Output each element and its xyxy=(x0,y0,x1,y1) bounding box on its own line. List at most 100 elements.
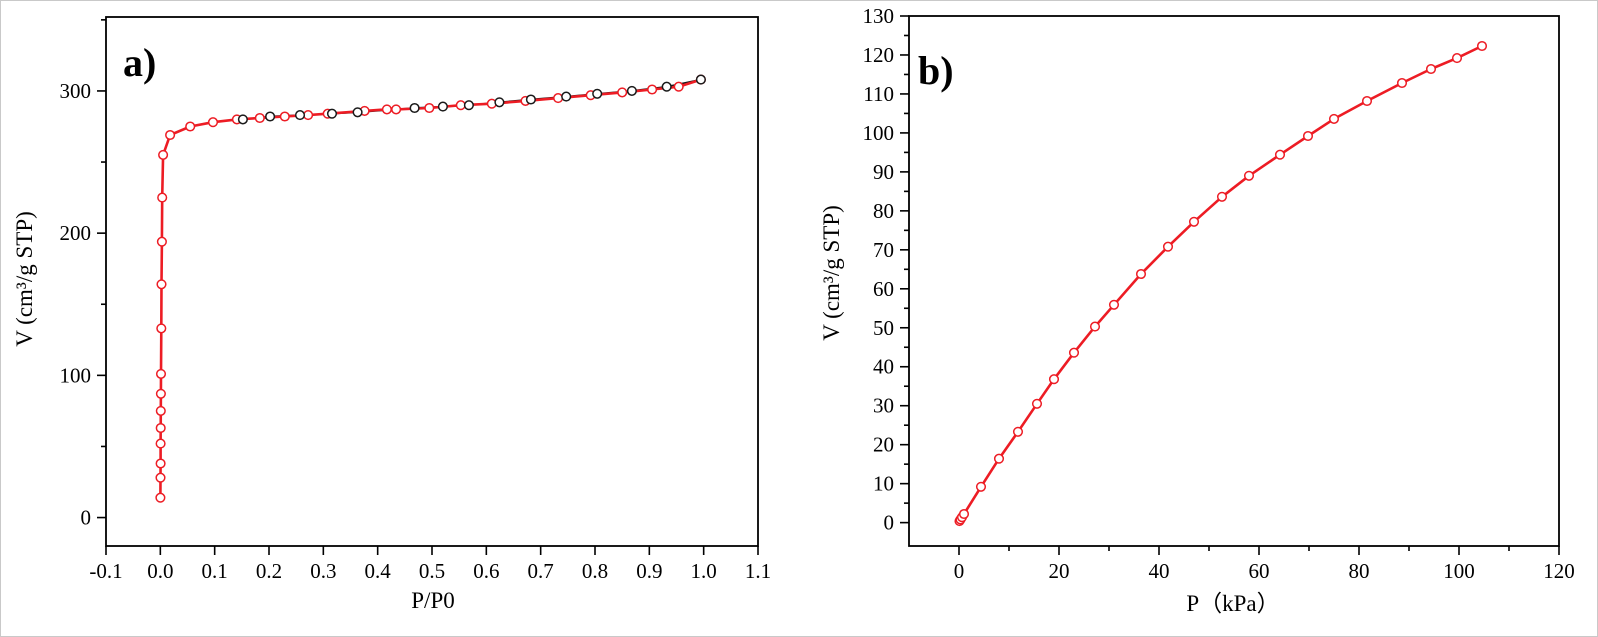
open-circle-marker xyxy=(1396,77,1408,89)
x-tick-label: 0.9 xyxy=(636,559,662,583)
open-circle-marker xyxy=(1243,170,1255,181)
open-circle-marker xyxy=(1302,130,1314,142)
open-circle-marker xyxy=(975,481,987,492)
open-circle-marker xyxy=(1089,321,1101,332)
x-tick-label: 1.1 xyxy=(745,559,771,583)
open-circle-marker xyxy=(437,101,448,112)
y-tick-label: 30 xyxy=(873,394,894,418)
plot-frame xyxy=(908,15,1560,547)
y-tick-label: 100 xyxy=(863,121,895,145)
uptake-line xyxy=(958,44,1484,523)
y-tick-label: 80 xyxy=(873,199,894,223)
y-tick-label: 120 xyxy=(863,43,895,67)
x-tick-label: 0.6 xyxy=(473,559,499,583)
open-circle-marker xyxy=(1012,426,1024,437)
open-circle-marker xyxy=(424,102,435,114)
x-tick-label: 0 xyxy=(954,559,965,583)
desorption-markers xyxy=(237,74,706,125)
open-circle-marker xyxy=(156,323,167,334)
axis-ticks xyxy=(97,19,759,555)
x-tick-label: -0.1 xyxy=(89,559,122,583)
open-circle-marker xyxy=(561,91,572,102)
open-circle-marker xyxy=(626,85,637,96)
x-tick-label: 100 xyxy=(1443,559,1475,583)
chart-b-x-axis-title: P（kPa） xyxy=(1186,591,1280,616)
y-tick-label: 100 xyxy=(60,363,92,387)
y-tick-label: 300 xyxy=(60,79,92,103)
plot-frame xyxy=(105,16,759,547)
open-circle-marker xyxy=(1274,149,1286,160)
x-tick-label: 0.3 xyxy=(310,559,336,583)
open-circle-marker xyxy=(661,81,672,92)
x-tick-label: 120 xyxy=(1543,559,1575,583)
y-tick-label: 70 xyxy=(873,238,894,262)
tick-labels: -0.1 0.0 0.1 0.2 0.3 0.4 0.5 0.6 0.7 0.8 0.9 1.0 1.1… xyxy=(60,79,772,583)
panel-b-label: b) xyxy=(918,48,954,93)
open-circle-marker xyxy=(1108,299,1120,310)
open-circle-marker xyxy=(1068,347,1080,358)
open-circle-marker xyxy=(1361,95,1373,107)
adsorption-line xyxy=(159,78,703,500)
x-tick-label: 80 xyxy=(1349,559,1370,583)
open-circle-marker xyxy=(1451,53,1463,64)
tick-labels: 0 20 40 60 80 100 120 0 10 20 30 40 50 60 70 80 90 100 110… xyxy=(863,4,1575,583)
open-circle-marker xyxy=(993,453,1005,464)
open-circle-marker xyxy=(155,388,166,399)
open-circle-marker xyxy=(1425,63,1437,75)
x-tick-label: 0.2 xyxy=(256,559,282,583)
open-circle-marker xyxy=(155,472,166,483)
open-circle-marker xyxy=(695,74,706,85)
axis-ticks xyxy=(900,15,1560,555)
chart-a-y-axis-title: V (cm³/g STP) xyxy=(12,211,37,347)
open-circle-marker xyxy=(294,110,306,121)
open-circle-marker xyxy=(158,149,169,160)
open-circle-marker xyxy=(279,111,290,122)
chart-b-y-axis-title: V (cm³/g STP) xyxy=(819,205,844,341)
x-tick-label: 0.4 xyxy=(365,559,392,583)
open-circle-marker xyxy=(165,129,176,141)
open-circle-marker xyxy=(1135,268,1147,280)
open-circle-marker xyxy=(155,405,166,416)
open-circle-marker xyxy=(1048,374,1060,385)
open-circle-marker xyxy=(156,236,167,247)
open-circle-marker xyxy=(207,117,219,128)
open-circle-marker xyxy=(265,111,276,122)
y-tick-label: 90 xyxy=(873,160,894,184)
x-tick-label: 0.7 xyxy=(528,559,554,583)
open-circle-marker xyxy=(958,508,970,520)
chart-a-canvas: -0.1 0.0 0.1 0.2 0.3 0.4 0.5 0.6 0.7 0.8 0.9 1.0 1.1… xyxy=(60,16,772,583)
open-circle-marker xyxy=(463,100,474,111)
x-tick-label: 0.5 xyxy=(419,559,445,583)
open-circle-marker xyxy=(455,100,466,111)
open-circle-marker xyxy=(1031,398,1043,409)
open-circle-marker xyxy=(553,93,564,104)
y-tick-label: 10 xyxy=(873,472,894,496)
panel-a-label: a) xyxy=(123,40,157,85)
open-circle-marker xyxy=(237,114,248,125)
open-circle-marker xyxy=(157,192,168,203)
open-circle-marker xyxy=(352,107,363,118)
open-circle-marker xyxy=(1162,241,1174,252)
x-tick-label: 60 xyxy=(1249,559,1270,583)
open-circle-marker xyxy=(1476,40,1488,52)
x-tick-label: 20 xyxy=(1049,559,1070,583)
y-tick-label: 60 xyxy=(873,277,894,301)
y-tick-label: 40 xyxy=(873,355,894,379)
open-circle-marker xyxy=(155,438,166,449)
open-circle-marker xyxy=(156,279,167,290)
open-circle-marker xyxy=(155,492,166,503)
open-circle-marker xyxy=(673,81,684,92)
chart-a-x-axis-title: P/P0 xyxy=(411,588,455,613)
open-circle-marker xyxy=(1328,113,1340,124)
open-circle-marker xyxy=(254,112,265,124)
open-circle-marker xyxy=(1188,216,1200,227)
x-tick-label: 0.0 xyxy=(147,559,173,583)
y-tick-label: 200 xyxy=(60,221,92,245)
open-circle-marker xyxy=(185,121,196,132)
y-tick-label: 0 xyxy=(81,506,92,530)
uptake-markers xyxy=(954,40,1488,527)
open-circle-marker xyxy=(1216,191,1228,202)
chart-b-canvas: 0 20 40 60 80 100 120 0 10 20 30 40 50 60 70 80 90 100 110… xyxy=(863,4,1575,583)
open-circle-marker xyxy=(155,368,167,379)
